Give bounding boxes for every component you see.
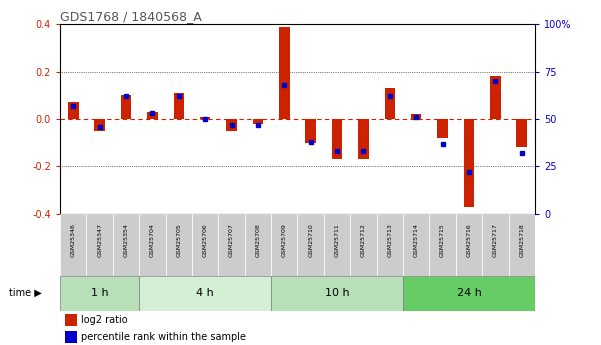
Bar <box>166 214 192 276</box>
Text: GSM25716: GSM25716 <box>466 223 471 257</box>
Bar <box>482 214 508 276</box>
Text: GSM25711: GSM25711 <box>335 223 340 257</box>
Text: GSM25707: GSM25707 <box>229 223 234 257</box>
Bar <box>271 214 297 276</box>
Text: GSM25715: GSM25715 <box>440 223 445 257</box>
Bar <box>200 117 210 119</box>
Bar <box>218 214 245 276</box>
Bar <box>305 119 316 143</box>
Bar <box>377 214 403 276</box>
Text: GDS1768 / 1840568_A: GDS1768 / 1840568_A <box>60 10 202 23</box>
Text: 10 h: 10 h <box>325 288 349 298</box>
Bar <box>245 214 271 276</box>
Bar <box>65 331 77 343</box>
Text: 4 h: 4 h <box>197 288 214 298</box>
Bar <box>358 119 368 159</box>
Text: GSM25710: GSM25710 <box>308 223 313 257</box>
Bar <box>411 114 421 119</box>
Text: GSM25708: GSM25708 <box>255 223 260 257</box>
Bar <box>94 119 105 131</box>
Bar <box>68 102 79 119</box>
Text: GSM25714: GSM25714 <box>413 223 419 257</box>
Text: GSM25354: GSM25354 <box>124 223 129 257</box>
Text: 1 h: 1 h <box>91 288 108 298</box>
Text: GSM25718: GSM25718 <box>519 223 524 257</box>
Bar <box>139 276 271 310</box>
Bar <box>403 276 535 310</box>
Bar <box>456 214 482 276</box>
Bar <box>226 119 237 131</box>
Text: GSM25706: GSM25706 <box>203 223 208 257</box>
Text: GSM25704: GSM25704 <box>150 223 155 257</box>
Bar <box>252 119 263 124</box>
Bar <box>516 119 527 148</box>
Bar <box>87 214 113 276</box>
Bar <box>139 214 166 276</box>
Text: log2 ratio: log2 ratio <box>82 315 128 325</box>
Bar <box>297 214 324 276</box>
Bar <box>271 276 403 310</box>
Text: time ▶: time ▶ <box>9 288 41 298</box>
Bar <box>438 119 448 138</box>
Bar <box>350 214 377 276</box>
Bar <box>60 276 139 310</box>
Bar <box>192 214 218 276</box>
Bar <box>121 95 131 119</box>
Text: GSM25709: GSM25709 <box>282 223 287 257</box>
Bar <box>429 214 456 276</box>
Bar <box>332 119 343 159</box>
Bar <box>60 214 87 276</box>
Bar <box>279 27 290 119</box>
Text: GSM25347: GSM25347 <box>97 223 102 257</box>
Text: percentile rank within the sample: percentile rank within the sample <box>82 333 246 342</box>
Bar <box>324 214 350 276</box>
Text: GSM25712: GSM25712 <box>361 223 366 257</box>
Text: GSM25705: GSM25705 <box>176 223 182 257</box>
Bar <box>403 214 429 276</box>
Text: GSM25717: GSM25717 <box>493 223 498 257</box>
Text: 24 h: 24 h <box>457 288 481 298</box>
Text: GSM25713: GSM25713 <box>387 223 392 257</box>
Bar <box>65 314 77 326</box>
Bar <box>464 119 474 207</box>
Bar <box>147 112 157 119</box>
Bar <box>174 93 184 119</box>
Bar <box>508 214 535 276</box>
Bar <box>113 214 139 276</box>
Bar <box>490 76 501 119</box>
Bar <box>385 88 395 119</box>
Text: GSM25346: GSM25346 <box>71 223 76 257</box>
